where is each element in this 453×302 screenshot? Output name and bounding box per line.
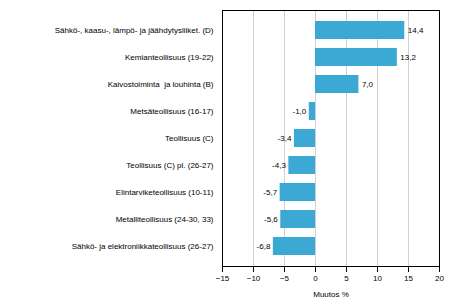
- svg-text:-1,0: -1,0: [293, 107, 307, 116]
- svg-text:Kemianteollisuus (19-22): Kemianteollisuus (19-22): [125, 53, 214, 62]
- svg-text:Kaivostoiminta ja louhinta (B: Kaivostoiminta ja louhinta (B): [108, 80, 214, 89]
- svg-text:-4,3: -4,3: [272, 161, 286, 170]
- svg-text:Teollisuus (C) pl. (26-27): Teollisuus (C) pl. (26-27): [126, 161, 213, 170]
- svg-text:Metsäteollisuus (16-17): Metsäteollisuus (16-17): [130, 107, 213, 116]
- svg-text:Teollisuus (C): Teollisuus (C): [165, 134, 214, 143]
- svg-text:Sähkö-, kaasu-, lämpö- ja jääh: Sähkö-, kaasu-, lämpö- ja jäähdytysliike…: [55, 26, 214, 35]
- svg-text:5: 5: [344, 274, 349, 283]
- svg-text:Metalliteollisuus (24-30, 33): Metalliteollisuus (24-30, 33): [116, 215, 214, 224]
- svg-text:−10: −10: [247, 274, 261, 283]
- svg-text:-3,4: -3,4: [278, 134, 292, 143]
- svg-text:10: 10: [373, 274, 382, 283]
- svg-text:Elintarviketeollisuus (10-11): Elintarviketeollisuus (10-11): [116, 188, 214, 197]
- svg-text:Muutos %: Muutos %: [313, 290, 349, 299]
- svg-text:13,2: 13,2: [400, 53, 416, 62]
- svg-text:20: 20: [435, 274, 444, 283]
- svg-text:-5,7: -5,7: [263, 188, 277, 197]
- svg-text:−15: −15: [216, 274, 230, 283]
- svg-text:7,0: 7,0: [362, 80, 374, 89]
- svg-text:0: 0: [313, 274, 318, 283]
- svg-text:-6,8: -6,8: [257, 242, 271, 251]
- svg-text:Sähkö- ja elektroniikkateollis: Sähkö- ja elektroniikkateollisuus (26-27…: [72, 242, 214, 251]
- svg-text:−5: −5: [280, 274, 290, 283]
- svg-text:15: 15: [404, 274, 413, 283]
- svg-text:-5,6: -5,6: [264, 215, 278, 224]
- svg-text:14,4: 14,4: [408, 26, 424, 35]
